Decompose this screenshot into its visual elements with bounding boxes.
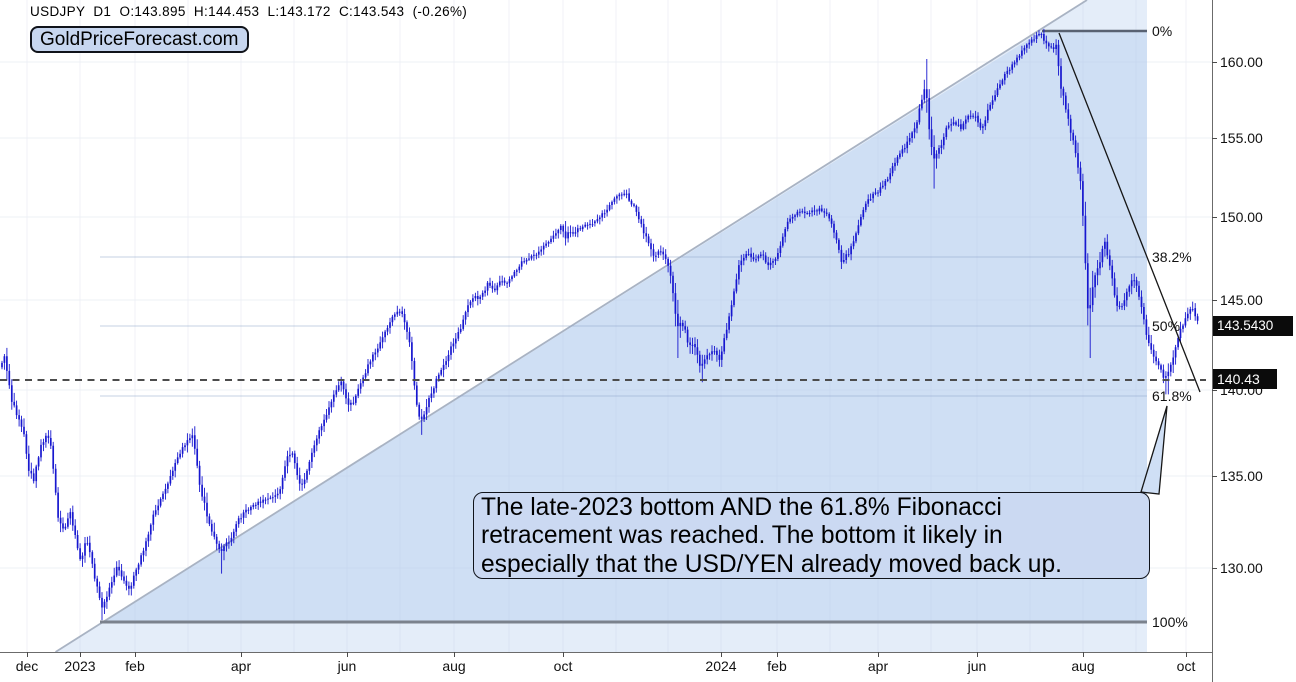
time-axis-tick (878, 652, 879, 657)
time-axis-label: aug (1071, 658, 1095, 674)
ohlc-readout: USDJPY D1 O:143.895 H:144.453 L:143.172 … (30, 4, 468, 19)
time-axis-tick (1186, 652, 1187, 657)
time-axis-tick (563, 652, 564, 657)
time-axis-label: apr (867, 658, 889, 674)
time-axis-tick (777, 652, 778, 657)
price-axis-label: 130.00 (1220, 560, 1263, 576)
time-axis-tick (721, 652, 722, 657)
downtrend-line (1058, 32, 1201, 393)
time-axis-tick (241, 652, 242, 657)
time-axis-label: feb (767, 658, 787, 674)
fib-level-label: 38.2% (1152, 249, 1192, 265)
price-axis-label: 135.00 (1220, 468, 1263, 484)
fib-level-label: 61.8% (1152, 388, 1192, 404)
price-axis-label: 155.00 (1220, 130, 1263, 146)
time-axis-tick (977, 652, 978, 657)
logo-badge: GoldPriceForecast.com (30, 26, 249, 53)
time-axis-label: jun (967, 658, 987, 674)
time-axis-label: oct (553, 658, 573, 674)
candles (1, 28, 1199, 621)
price-axis-label: 145.00 (1220, 292, 1263, 308)
time-axis-label: dec (15, 658, 39, 674)
price-axis-tick (1212, 217, 1217, 218)
fib-retracement-lines (100, 29, 1147, 624)
time-axis-tick (1083, 652, 1084, 657)
price-axis-tick (1212, 476, 1217, 477)
price-axis-tick (1212, 62, 1217, 63)
time-axis-label: apr (230, 658, 252, 674)
time-axis-tick (135, 652, 136, 657)
time-axis-label: 2023 (64, 658, 96, 674)
callout-pointer (1140, 405, 1168, 495)
price-axis-tick (1212, 138, 1217, 139)
time-axis-label: aug (442, 658, 466, 674)
annotation-line-2: retracement was reached. The bottom it l… (481, 522, 1003, 550)
fib-level-label: 100% (1152, 614, 1188, 630)
time-axis-tick (347, 652, 348, 657)
time-axis-tick (80, 652, 81, 657)
time-axis-label: 2024 (705, 658, 737, 674)
fib-level-label: 0% (1152, 23, 1173, 39)
time-axis-label: oct (1176, 658, 1196, 674)
price-axis-tick (1212, 568, 1217, 569)
time-axis-tick (27, 652, 28, 657)
price-axis-tick (1212, 390, 1217, 391)
annotation-line-1: The late-2023 bottom AND the 61.8% Fibon… (481, 494, 1002, 521)
price-axis-label: 160.00 (1220, 54, 1263, 70)
price-axis-line[interactable] (1212, 0, 1213, 682)
time-axis-label: feb (125, 658, 145, 674)
dashed-level-price-badge: 140.43 (1213, 369, 1277, 389)
current-price-badge: 143.5430 (1213, 316, 1293, 336)
fib-level-label: 50% (1152, 318, 1181, 334)
candlestick-chart-canvas[interactable] (0, 0, 1212, 652)
annotation-line-3: especially that the USD/YEN already move… (481, 550, 1062, 578)
time-axis-label: jun (337, 658, 357, 674)
time-axis-tick (454, 652, 455, 657)
price-axis-tick (1212, 300, 1217, 301)
time-axis-line[interactable] (0, 652, 1213, 653)
price-axis-label: 150.00 (1220, 209, 1263, 225)
annotation-callout-box[interactable]: The late-2023 bottom AND the 61.8% Fibon… (473, 492, 1150, 579)
